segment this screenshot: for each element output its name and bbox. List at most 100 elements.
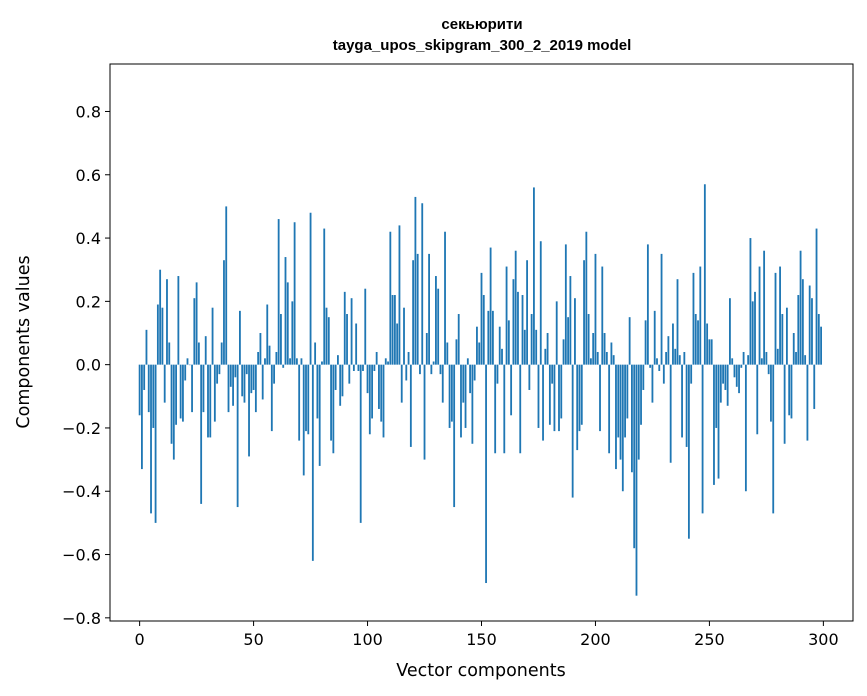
bar: [751, 301, 754, 365]
bar: [346, 314, 348, 365]
bar: [143, 364, 146, 390]
bar: [432, 361, 435, 365]
bar: [348, 364, 351, 384]
bar: [708, 339, 711, 365]
bar: [209, 364, 212, 438]
bar: [562, 339, 565, 365]
bar: [220, 342, 223, 365]
bar: [391, 295, 394, 365]
bar: [197, 342, 200, 365]
bar: [811, 298, 813, 365]
bar: [533, 187, 535, 365]
bar: [311, 364, 314, 561]
bar: [699, 266, 702, 365]
bar: [332, 364, 335, 454]
bar: [724, 364, 727, 390]
bar: [473, 364, 476, 381]
x-tick-label: 100: [352, 630, 383, 649]
x-tick-label: 50: [243, 630, 263, 649]
bar: [371, 364, 374, 419]
bar: [517, 291, 519, 365]
bar: [817, 314, 820, 365]
bar: [672, 323, 674, 365]
bar: [767, 364, 770, 375]
bar: [578, 364, 581, 432]
bar: [564, 244, 567, 365]
bar: [460, 364, 462, 438]
bar: [407, 351, 410, 365]
bar: [535, 329, 538, 365]
bar: [284, 257, 287, 365]
bar: [466, 358, 469, 365]
bar: [785, 307, 788, 365]
y-tick-label: 0.2: [76, 292, 101, 311]
bar: [505, 266, 508, 365]
bar: [323, 228, 326, 365]
bar: [245, 364, 248, 375]
bar: [188, 364, 191, 366]
bar: [216, 364, 219, 384]
bar: [373, 364, 376, 371]
bar: [293, 222, 296, 365]
bar: [469, 364, 472, 394]
bar: [674, 348, 677, 365]
bar: [687, 364, 690, 539]
bar: [610, 342, 613, 365]
bar: [683, 351, 686, 365]
bar: [453, 364, 456, 508]
bar: [799, 250, 802, 365]
bar: [282, 364, 285, 368]
bar: [375, 351, 378, 365]
bar: [384, 358, 387, 365]
bar: [770, 364, 772, 422]
x-tick-label: 150: [466, 630, 497, 649]
bar: [521, 295, 524, 365]
bar: [156, 304, 159, 365]
bar: [409, 364, 412, 447]
bar: [289, 358, 291, 365]
bar: [507, 320, 510, 365]
bar: [555, 301, 558, 365]
bar: [182, 364, 184, 422]
bar: [166, 279, 168, 365]
bar: [713, 364, 715, 485]
bar: [567, 317, 570, 365]
bar: [701, 364, 704, 514]
bar: [599, 364, 601, 432]
bar: [589, 358, 592, 365]
bar: [423, 364, 426, 460]
bar: [482, 295, 485, 365]
bar: [744, 364, 747, 492]
bar: [396, 323, 399, 365]
bar: [703, 184, 706, 365]
bar: [548, 364, 551, 425]
bar: [159, 269, 162, 365]
bar: [405, 364, 408, 381]
bar: [665, 351, 668, 365]
bar: [450, 364, 453, 422]
bar: [619, 364, 622, 460]
bar: [327, 317, 330, 365]
bar: [172, 364, 175, 460]
bar: [729, 298, 731, 365]
bar: [218, 364, 221, 375]
bar: [526, 260, 528, 365]
chart-title-line-1: секьюрити: [441, 16, 522, 33]
bar: [241, 364, 244, 397]
bar: [640, 364, 642, 425]
y-tick-label: −0.2: [62, 419, 101, 438]
bar: [642, 364, 645, 390]
bar: [706, 323, 709, 365]
bar: [487, 310, 490, 365]
bar: [273, 364, 276, 384]
y-tick-label: 0.4: [76, 229, 101, 248]
bar: [419, 364, 421, 375]
bar: [154, 364, 157, 523]
bar: [268, 345, 271, 365]
bar: [318, 364, 321, 466]
bar: [615, 364, 617, 470]
bar: [163, 364, 166, 403]
bar: [539, 241, 542, 365]
bar: [494, 364, 497, 454]
bar: [644, 320, 647, 365]
